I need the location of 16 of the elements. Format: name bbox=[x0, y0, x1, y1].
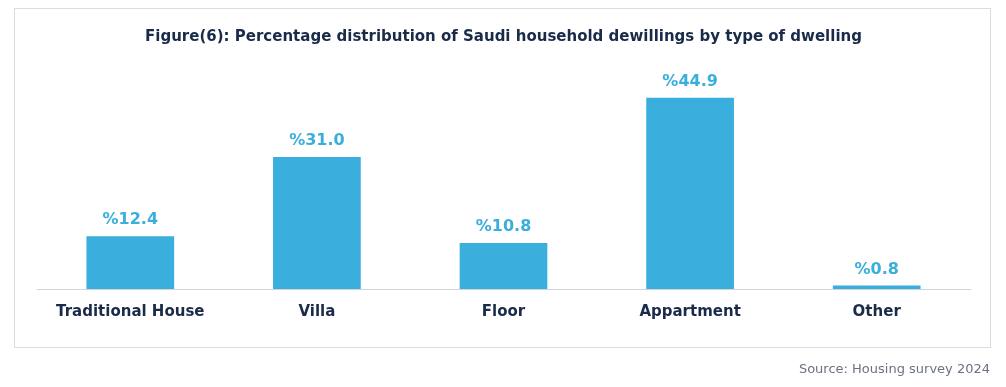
data-label: %31.0 bbox=[289, 130, 345, 150]
data-label: %0.8 bbox=[854, 258, 899, 278]
x-tick-label: Floor bbox=[481, 301, 526, 320]
bar bbox=[273, 156, 361, 289]
bar bbox=[459, 242, 548, 289]
x-tick-label: Villa bbox=[298, 301, 336, 320]
data-label: %44.9 bbox=[662, 70, 718, 90]
bar bbox=[646, 97, 734, 289]
data-label: %10.8 bbox=[475, 216, 532, 236]
x-tick-label: Other bbox=[852, 301, 902, 320]
x-tick-label: Appartment bbox=[639, 301, 741, 320]
x-tick-label: Traditional House bbox=[56, 301, 205, 320]
data-label: %12.4 bbox=[102, 209, 159, 229]
source-note: Source: Housing survey 2024 bbox=[798, 361, 990, 377]
bar bbox=[86, 236, 175, 289]
chart-title: Figure(6): Percentage distribution of Saudi household dewillings by type of dwelling bbox=[145, 26, 862, 45]
